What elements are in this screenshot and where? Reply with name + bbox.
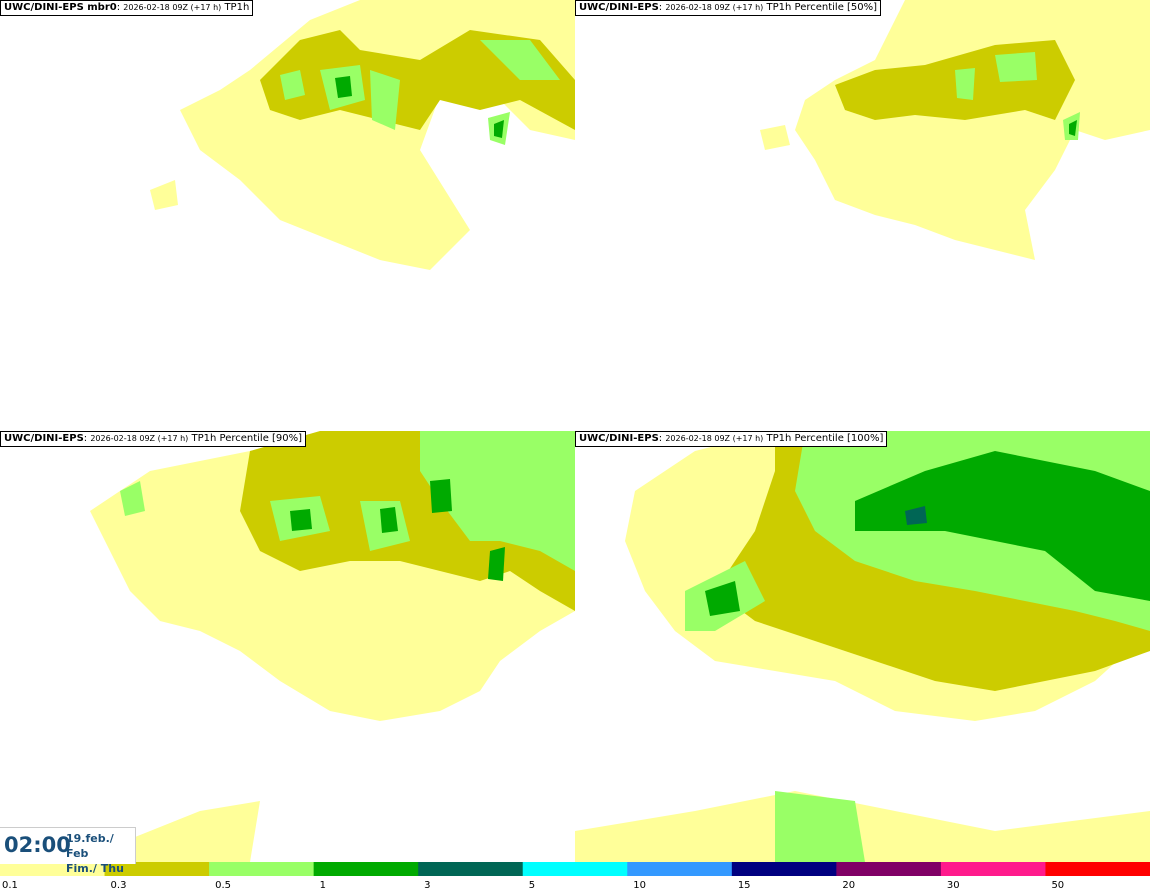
panel-title: UWC/DINI-EPS: 2026-02-18 09Z (+17 h) TP1… (575, 0, 882, 16)
legend-label: 15 (738, 880, 751, 891)
valid-time-box: 02:00 19.feb./ Feb Fim./ Thu (0, 827, 136, 875)
legend-colorbar: 0.1 0.3 0.5 1 3 5 10 15 20 30 50 (0, 862, 1150, 891)
map-panel-p100: UWC/DINI-EPS: 2026-02-18 09Z (+17 h) TP1… (575, 431, 1150, 862)
legend-swatch (1045, 862, 1150, 876)
legend-label: 30 (947, 880, 960, 891)
valid-date-line1: 19.feb./ Feb (66, 832, 114, 860)
legend-swatch (940, 862, 1046, 876)
legend-swatch (836, 862, 942, 876)
legend-swatch (209, 862, 315, 876)
legend-swatch (0, 862, 106, 876)
map-panel-mbr0: UWC/DINI-EPS mbr0: 2026-02-18 09Z (+17 h… (0, 0, 575, 431)
legend-label: 0.5 (215, 880, 231, 891)
map-panel-p50: UWC/DINI-EPS: 2026-02-18 09Z (+17 h) TP1… (575, 0, 1150, 431)
valid-date: 19.feb./ Feb Fim./ Thu (66, 831, 135, 876)
legend-label: 3 (424, 880, 430, 891)
legend-label: 0.3 (111, 880, 127, 891)
legend-swatch (418, 862, 524, 876)
legend-swatch (627, 862, 733, 876)
precip-map (760, 0, 1150, 260)
valid-date-line2: Fim./ Thu (66, 862, 124, 875)
panel-title: UWC/DINI-EPS: 2026-02-18 09Z (+17 h) TP1… (0, 431, 307, 447)
precip-legend: 0.1 0.3 0.5 1 3 5 10 15 20 30 50 (0, 862, 1150, 891)
precip-map (90, 431, 575, 862)
legend-label: 5 (529, 880, 535, 891)
precip-map (575, 431, 1150, 862)
legend-swatch (104, 862, 210, 876)
legend-swatch (313, 862, 419, 876)
legend-label: 1 (320, 880, 326, 891)
legend-label: 20 (842, 880, 855, 891)
legend-label: 10 (633, 880, 646, 891)
panel-title: UWC/DINI-EPS mbr0: 2026-02-18 09Z (+17 h… (0, 0, 254, 16)
panel-title: UWC/DINI-EPS: 2026-02-18 09Z (+17 h) TP1… (575, 431, 888, 447)
legend-label: 0.1 (2, 880, 18, 891)
map-panel-p90: UWC/DINI-EPS: 2026-02-18 09Z (+17 h) TP1… (0, 431, 575, 862)
legend-label: 50 (1051, 880, 1064, 891)
precip-map (150, 0, 575, 270)
legend-swatch (731, 862, 837, 876)
legend-swatch (522, 862, 628, 876)
valid-time: 02:00 (4, 833, 71, 857)
